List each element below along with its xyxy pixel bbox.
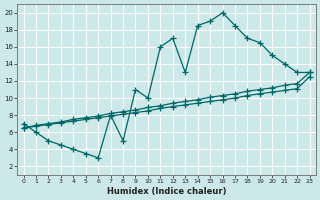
X-axis label: Humidex (Indice chaleur): Humidex (Indice chaleur) bbox=[107, 187, 226, 196]
